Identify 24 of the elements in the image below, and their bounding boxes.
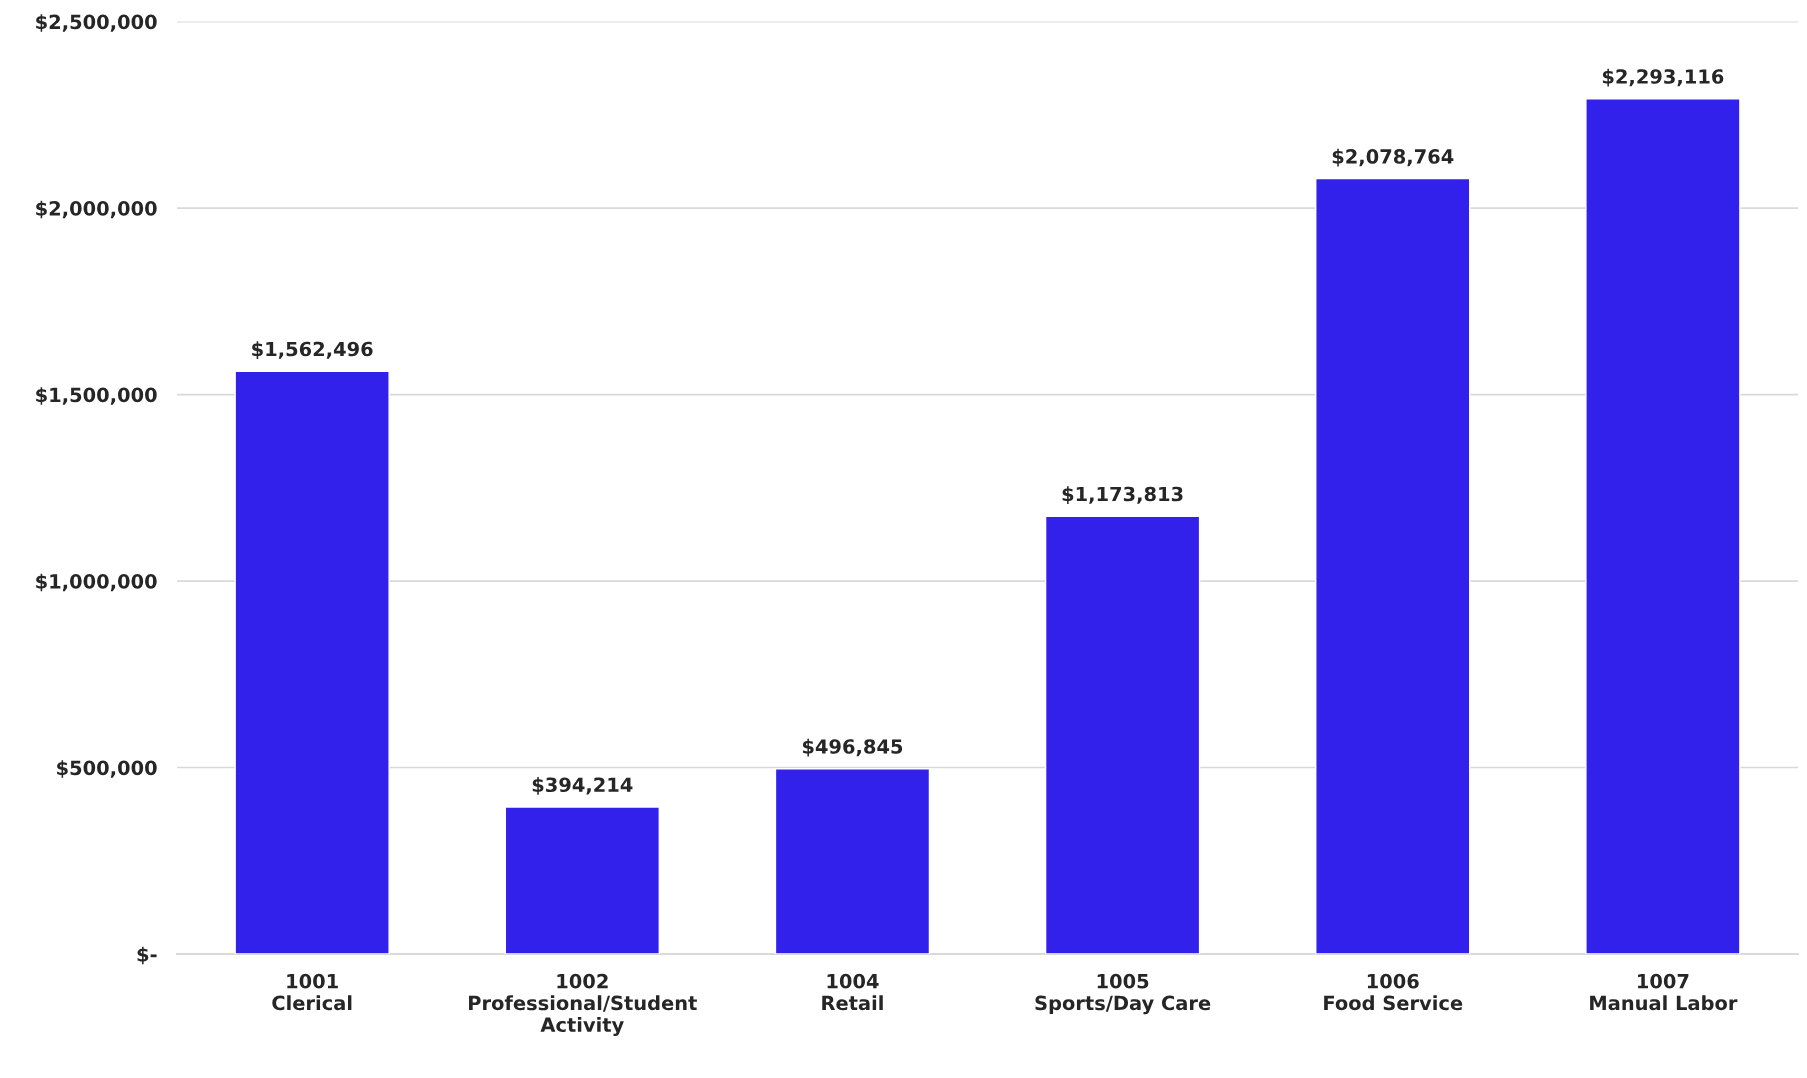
bar: [1044, 515, 1201, 955]
x-tick-label: 1007 Manual Labor: [1590, 973, 1738, 1011]
data-label: $1,173,813: [1062, 486, 1183, 504]
data-label: $1,562,496: [252, 341, 373, 359]
bar: [1315, 177, 1471, 955]
x-tick-label: 1002 Professional/Student Activity: [469, 973, 697, 1036]
y-tick-label: $1,500,000: [36, 387, 157, 405]
x-tick-label: 1001 Clerical: [272, 973, 352, 1011]
data-label: $2,078,764: [1332, 148, 1454, 167]
bar: [504, 806, 660, 955]
bar: [234, 370, 390, 955]
y-tick-label: $1,000,000: [36, 573, 157, 592]
bar: [1585, 98, 1741, 955]
y-tick-label: $500,000: [57, 760, 157, 778]
data-label: $496,845: [802, 738, 903, 757]
x-tick-label: 1004 Retail: [822, 973, 883, 1011]
y-tick-label: $-: [137, 946, 157, 965]
bar: [774, 768, 931, 955]
data-label: $394,214: [532, 777, 633, 795]
data-label: $2,293,116: [1602, 68, 1724, 87]
x-tick-label: 1005 Sports/Day Care: [1035, 973, 1211, 1015]
y-tick-label: $2,000,000: [36, 200, 157, 219]
x-tick-label: 1006 Food Service: [1324, 973, 1463, 1011]
y-tick-label: $2,500,000: [36, 14, 157, 32]
